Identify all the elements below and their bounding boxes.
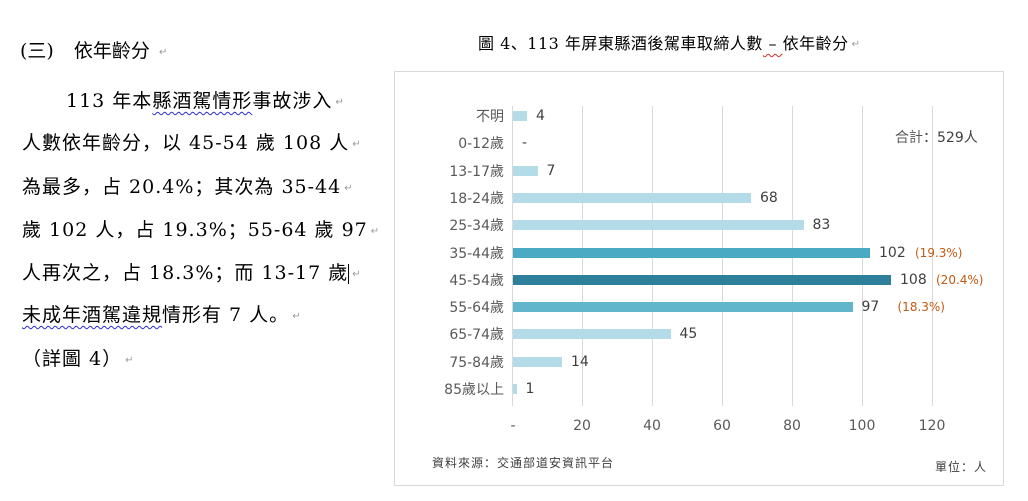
paragraph-mark-icon: ↵ xyxy=(125,354,135,366)
paragraph-line-4[interactable]: 歲 102 人，占 19.3%；55-64 歲 97 ↵ xyxy=(22,219,381,241)
bar[interactable] xyxy=(513,192,751,203)
bar[interactable] xyxy=(513,384,517,394)
category-label: 13-17歲 xyxy=(449,163,504,180)
category-label: 75-84歲 xyxy=(449,354,504,371)
x-tick-label: 20 xyxy=(573,418,591,434)
value-label: 7 xyxy=(546,162,556,179)
x-tick-label: 60 xyxy=(713,418,731,434)
y-axis-line xyxy=(512,106,513,406)
value-label: 83 xyxy=(812,217,831,234)
value-label: 1 xyxy=(525,381,535,397)
percent-label: (18.3%) xyxy=(897,300,945,315)
percent-label: (20.4%) xyxy=(936,272,984,287)
paragraph-mark-icon: ↵ xyxy=(335,96,345,108)
x-tick-label: 80 xyxy=(783,418,801,434)
bar[interactable] xyxy=(513,220,804,231)
paragraph-line-2[interactable]: 人數依年齡分，以 45-54 歲 108 人 ↵ xyxy=(22,132,362,154)
bar[interactable] xyxy=(513,247,870,258)
value-label: - xyxy=(522,135,528,152)
figure-title: 圖 4、113 年屏東縣酒後駕車取締人數 – 依年齡分 ↵ xyxy=(478,34,861,53)
paragraph-mark-icon: ↵ xyxy=(292,310,302,322)
unit-label: 單位：人 xyxy=(934,460,987,474)
data-source: 資料來源：交通部道安資訊平台 xyxy=(432,456,615,470)
paragraph-line-3[interactable]: 為最多，占 20.4%；其次為 35-44 ↵ xyxy=(22,176,354,198)
x-tick-label: - xyxy=(510,418,516,434)
value-label: 14 xyxy=(571,353,589,370)
bar-chart[interactable]: - 20 40 60 80 100 120 不明 4 0-12歲 - 13-17歲 7 18-24歲 68 2… xyxy=(394,71,1004,486)
category-label: 65-74歲 xyxy=(449,327,504,344)
bar[interactable] xyxy=(513,329,671,340)
section-number: (三) xyxy=(20,40,54,62)
text-cursor xyxy=(348,264,350,284)
value-label: 45 xyxy=(679,326,698,343)
spellcheck-underline[interactable]: 未成年酒駕違規 xyxy=(22,304,163,326)
percent-label: (19.3%) xyxy=(915,245,963,260)
paragraph-line-7[interactable]: （詳圖 4） ↵ xyxy=(22,348,135,370)
bar[interactable] xyxy=(513,302,853,313)
value-label: 68 xyxy=(760,189,778,206)
paragraph-line-6[interactable]: 未成年酒駕違規情形有 7 人。 ↵ xyxy=(22,304,302,326)
category-label: 0-12歲 xyxy=(458,136,504,153)
category-label: 35-44歲 xyxy=(449,245,504,262)
paragraph-mark-icon: ↵ xyxy=(158,46,168,58)
bar[interactable] xyxy=(513,165,538,176)
paragraph-mark-icon: ↵ xyxy=(851,39,861,50)
spellcheck-underline[interactable]: – xyxy=(762,34,783,53)
x-tick-label: 40 xyxy=(643,418,661,434)
section-heading: (三) 依年齡分 ↵ xyxy=(20,36,167,63)
x-tick-label: 120 xyxy=(918,418,946,434)
value-label: 108 xyxy=(900,271,927,288)
paragraph-line-1[interactable]: 113 年本縣酒駕情形事故涉入 ↵ xyxy=(66,90,345,112)
gridline xyxy=(932,106,933,406)
section-title: 依年齡分 xyxy=(73,40,150,62)
category-label: 85歲以上 xyxy=(444,382,504,398)
paragraph-mark-icon: ↵ xyxy=(344,182,354,194)
value-label: 97 xyxy=(861,299,880,316)
value-label: 4 xyxy=(536,108,545,124)
bar[interactable] xyxy=(513,111,527,121)
bar[interactable] xyxy=(513,274,891,285)
category-label: 不明 xyxy=(476,109,504,125)
x-tick-label: 100 xyxy=(848,418,876,434)
spellcheck-underline[interactable]: 縣酒駕情形 xyxy=(152,90,253,112)
total-annotation: 合計：529人 xyxy=(895,130,978,146)
plot-area: - 20 40 60 80 100 120 不明 4 0-12歲 - 13-17歲 7 18-24歲 68 2… xyxy=(444,106,983,434)
category-label: 45-54歲 xyxy=(449,272,504,289)
paragraph-mark-icon: ↵ xyxy=(370,225,381,237)
bar[interactable] xyxy=(513,356,562,367)
category-label: 25-34歲 xyxy=(449,218,504,235)
category-label: 55-64歲 xyxy=(449,300,504,317)
paragraph-mark-icon: ↵ xyxy=(352,268,362,280)
value-label: 102 xyxy=(879,244,906,261)
paragraph-line-5[interactable]: 人再次之，占 18.3%；而 13-17 歲 ↵ xyxy=(22,262,362,284)
paragraph-mark-icon: ↵ xyxy=(352,138,362,150)
category-label: 18-24歲 xyxy=(449,190,504,207)
